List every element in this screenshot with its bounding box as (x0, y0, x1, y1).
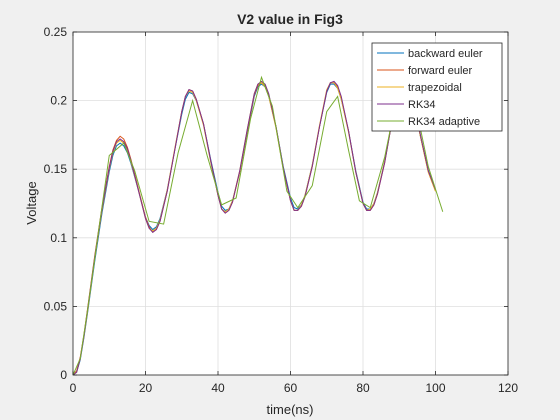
chart-title: V2 value in Fig3 (237, 11, 343, 27)
series-layer (73, 75, 444, 375)
axis-ticks (72, 31, 509, 376)
x-tick-label: 40 (211, 381, 225, 395)
y-tick-label: 0 (60, 368, 67, 382)
x-tick-label: 60 (284, 381, 298, 395)
y-tick-label: 0.25 (44, 25, 68, 39)
y-tick-label: 0.1 (50, 231, 67, 245)
y-axis-label: Voltage (24, 181, 39, 224)
x-tick-label: 20 (139, 381, 153, 395)
x-axis-label: time(ns) (267, 402, 314, 417)
legend: backward euler forward euler trapezoidal RK… (371, 42, 503, 132)
legend-label: trapezoidal (408, 82, 462, 94)
y-tick-labels: 0 0.05 0.1 0.15 0.2 0.25 (44, 25, 68, 382)
x-tick-label: 0 (70, 381, 77, 395)
x-tick-label: 80 (356, 381, 370, 395)
y-tick-label: 0.15 (44, 162, 68, 176)
series-line-rk34-adaptive (73, 75, 444, 375)
series-line-rk34 (73, 79, 436, 375)
legend-label: RK34 adaptive (408, 116, 480, 128)
legend-label: backward euler (408, 48, 483, 60)
y-tick-label: 0.2 (50, 94, 67, 108)
legend-label: forward euler (408, 65, 473, 77)
y-tick-label: 0.05 (44, 299, 68, 313)
x-tick-label: 100 (425, 381, 445, 395)
x-tick-label: 120 (498, 381, 518, 395)
x-tick-labels: 0 20 40 60 80 100 120 (70, 381, 519, 395)
legend-label: RK34 (408, 99, 436, 111)
